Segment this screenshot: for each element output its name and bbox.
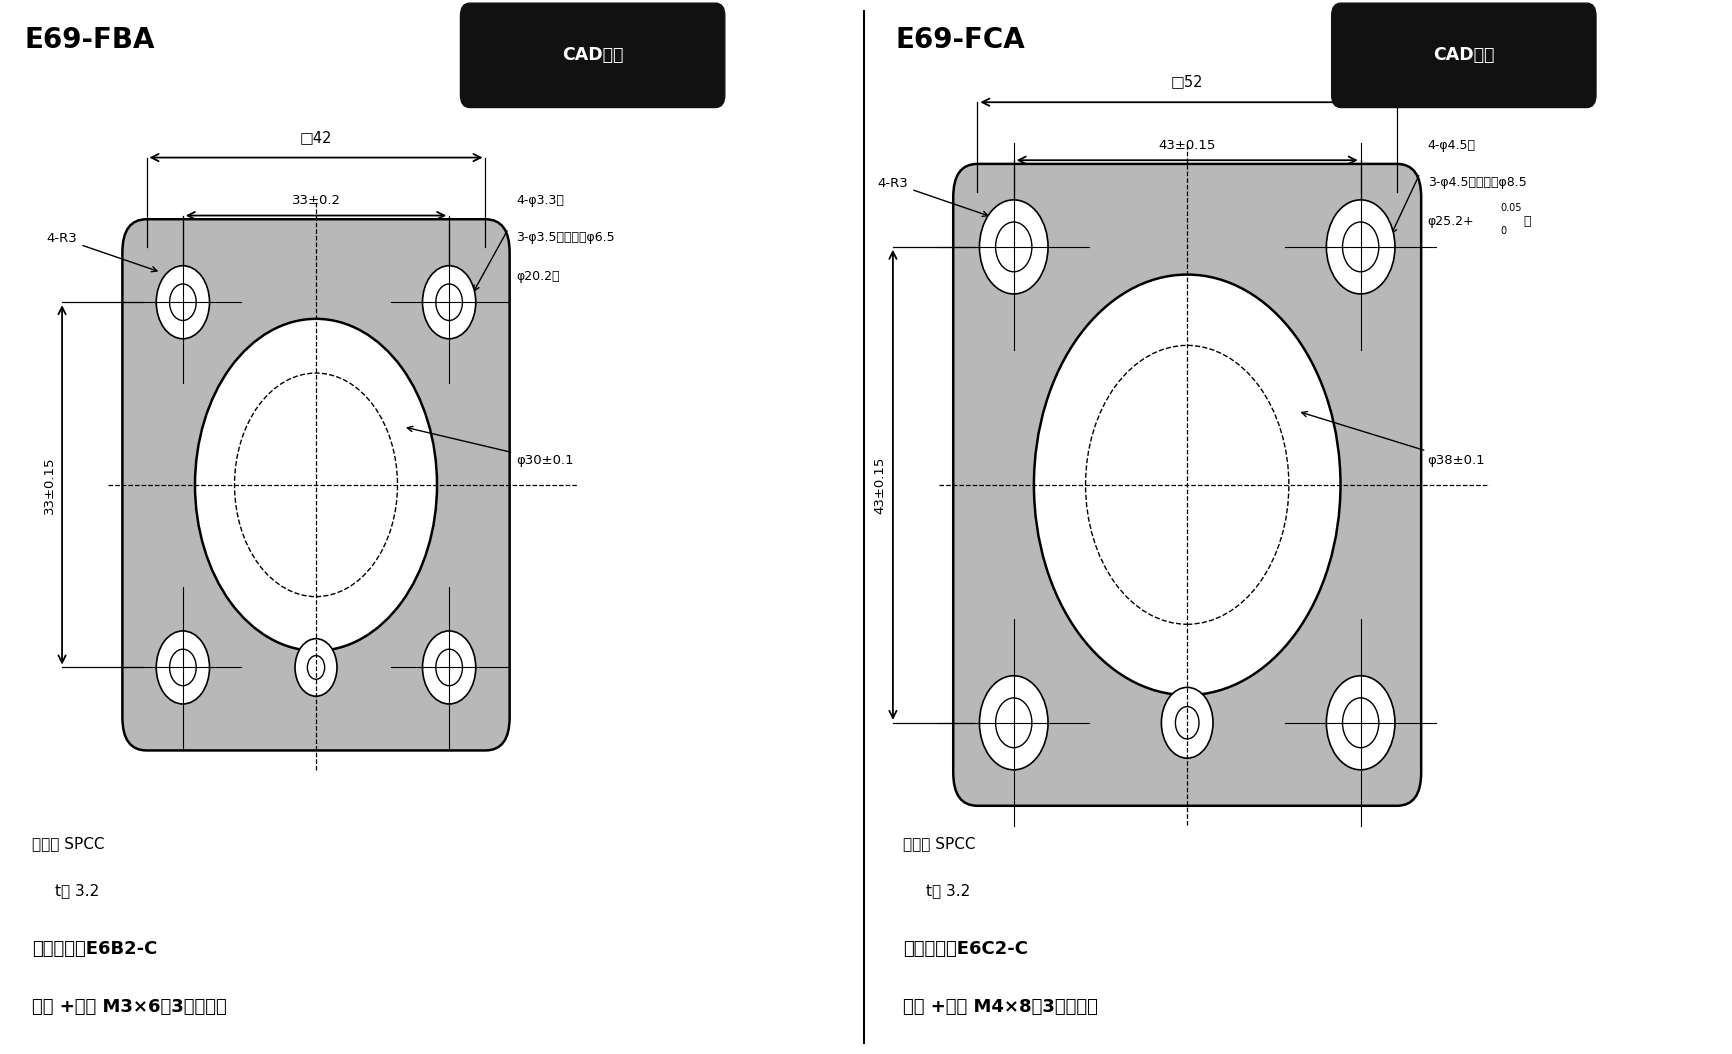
Text: 3-φ4.5盘头钒孔φ8.5: 3-φ4.5盘头钒孔φ8.5 — [1427, 176, 1526, 189]
Text: 0: 0 — [1500, 227, 1507, 236]
Text: 43±0.15: 43±0.15 — [873, 456, 887, 513]
Text: t： 3.2: t： 3.2 — [927, 883, 970, 898]
Circle shape — [980, 200, 1048, 294]
Text: □52: □52 — [1171, 75, 1204, 90]
Text: 注： +螺钉 M4×8（3个）附带: 注： +螺钉 M4×8（3个）附带 — [902, 997, 1098, 1016]
Text: 33±0.2: 33±0.2 — [291, 194, 341, 207]
Circle shape — [436, 649, 462, 686]
Circle shape — [294, 639, 338, 697]
Text: 33±0.15: 33±0.15 — [43, 456, 55, 513]
Text: φ20.2孔: φ20.2孔 — [516, 270, 559, 284]
Text: CAD数据: CAD数据 — [1432, 45, 1495, 64]
Text: 3-φ3.5盘头钒孔φ6.5: 3-φ3.5盘头钒孔φ6.5 — [516, 231, 615, 245]
Text: 适用型号：E6C2-C: 适用型号：E6C2-C — [902, 939, 1027, 958]
Circle shape — [996, 698, 1032, 747]
Circle shape — [1176, 706, 1199, 739]
Circle shape — [1034, 274, 1341, 696]
FancyBboxPatch shape — [461, 3, 724, 108]
Circle shape — [156, 631, 210, 704]
Text: 适用型号：E6B2-C: 适用型号：E6B2-C — [31, 939, 158, 958]
Text: 43±0.15: 43±0.15 — [1159, 139, 1216, 152]
Circle shape — [996, 222, 1032, 272]
Text: φ25.2+: φ25.2+ — [1427, 215, 1474, 228]
Circle shape — [170, 649, 196, 686]
Text: 0.05: 0.05 — [1500, 203, 1522, 213]
Text: 注： +螺钉 M3×6（3个）附带: 注： +螺钉 M3×6（3个）附带 — [31, 997, 227, 1016]
Text: E69-FBA: E69-FBA — [24, 26, 154, 55]
Circle shape — [436, 284, 462, 320]
Circle shape — [1162, 687, 1212, 758]
Circle shape — [170, 284, 196, 320]
Circle shape — [1342, 222, 1379, 272]
Text: t： 3.2: t： 3.2 — [55, 883, 99, 898]
Text: 材质： SPCC: 材质： SPCC — [902, 836, 975, 851]
Text: CAD数据: CAD数据 — [561, 45, 624, 64]
Text: 4-φ4.5孔: 4-φ4.5孔 — [1427, 139, 1476, 152]
Text: E69-FCA: E69-FCA — [895, 26, 1025, 55]
Text: 4-R3: 4-R3 — [47, 232, 158, 272]
Circle shape — [307, 656, 324, 680]
Circle shape — [196, 318, 436, 650]
Circle shape — [1327, 676, 1394, 769]
Text: □42: □42 — [300, 130, 333, 144]
Text: φ30±0.1: φ30±0.1 — [407, 427, 573, 467]
Text: 孔: 孔 — [1524, 215, 1531, 228]
Circle shape — [423, 631, 476, 704]
FancyBboxPatch shape — [123, 219, 509, 750]
Text: 4-φ3.3孔: 4-φ3.3孔 — [516, 194, 565, 208]
Text: 材质： SPCC: 材质： SPCC — [31, 836, 104, 851]
Text: 4-R3: 4-R3 — [878, 177, 987, 216]
Circle shape — [156, 266, 210, 338]
Circle shape — [423, 266, 476, 338]
FancyBboxPatch shape — [1332, 3, 1595, 108]
Circle shape — [980, 676, 1048, 769]
Text: φ38±0.1: φ38±0.1 — [1302, 411, 1486, 467]
Circle shape — [1342, 698, 1379, 747]
FancyBboxPatch shape — [953, 163, 1422, 805]
Circle shape — [1327, 200, 1394, 294]
